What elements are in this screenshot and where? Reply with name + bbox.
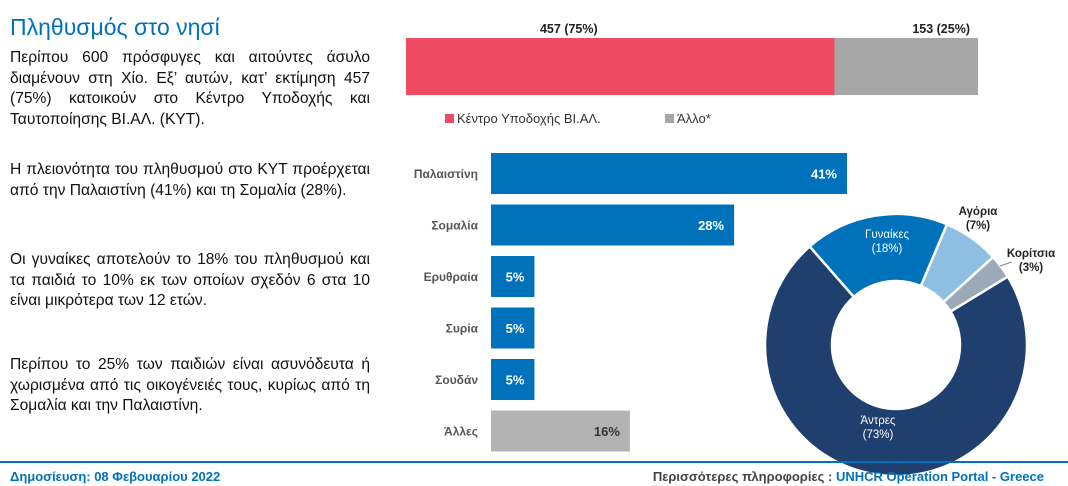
page-title: Πληθυσμός στο νησί [10,14,220,40]
category-label-5: Άλλες [444,425,478,439]
donut-label-name-1: Αγόρια [959,206,998,218]
bar-0 [491,153,847,194]
legend-swatch-0 [445,114,454,123]
stacked-bar-label-0: 457 (75%) [540,22,598,36]
stacked-bar-segment-1 [834,38,978,95]
bar-1 [491,204,735,246]
bar-value-label-0: 41% [811,167,837,182]
legend-label-1: Άλλο* [677,111,711,126]
paragraph-demographics: Οι γυναίκες αποτελούν το 18% του πληθυσμ… [10,251,370,309]
bar-value-label-1: 28% [698,218,724,233]
donut-label-name-3: Άντρες [861,415,896,427]
stacked-bar-label-1: 153 (25%) [912,22,970,36]
donut-slice-0 [807,212,949,299]
legend-swatch-1 [665,114,674,123]
category-label-3: Συρία [446,322,479,336]
paragraph-population: Περίπου 600 πρόσφυγες και αιτούντες άσυλ… [10,49,370,128]
donut-label-value-2: (3%) [1019,262,1043,274]
donut-slice-3 [763,244,1029,478]
bar-value-label-5: 16% [594,424,620,439]
operation-portal-link[interactable]: UNHCR Operation Portal - Greece [835,469,1044,484]
more-info-label: Περισσότερες πληροφορίες : [652,469,836,484]
bar-4 [491,359,535,400]
category-label-0: Παλαιστίνη [414,167,478,181]
category-label-4: Σουδάν [435,373,478,387]
bar-3 [491,307,535,349]
footer-divider [0,461,1068,463]
publication-date: Δημοσίευση: 08 Φεβουαρίου 2022 [10,469,221,484]
donut-leader-line [999,261,1013,267]
legend-label-0: Κέντρο Υποδοχής ΒΙ.ΑΛ. [457,111,601,126]
donut-label-value-1: (7%) [966,220,990,232]
more-info: Περισσότερες πληροφορίες : UNHCR Operati… [653,469,1044,484]
donut-label-value-3: (73%) [863,429,894,441]
bar-value-label-2: 5% [506,270,525,285]
stacked-bar-segment-0 [406,38,835,95]
bar-value-label-3: 5% [506,321,525,336]
category-label-1: Σομαλία [431,219,478,233]
bar-5 [491,410,630,452]
donut-label-name-0: Γυναίκες [865,229,909,241]
paragraph-origin: Η πλειονότητα του πληθυσμού στο ΚΥΤ προέ… [10,161,370,199]
category-label-2: Ερυθραία [424,270,479,284]
donut-label-name-2: Κορίτσια [1007,248,1055,260]
bar-2 [491,256,535,297]
bar-value-label-4: 5% [506,373,525,388]
paragraph-children: Περίπου το 25% των παιδιών είναι ασυνόδε… [10,356,370,414]
donut-label-value-0: (18%) [872,243,903,255]
